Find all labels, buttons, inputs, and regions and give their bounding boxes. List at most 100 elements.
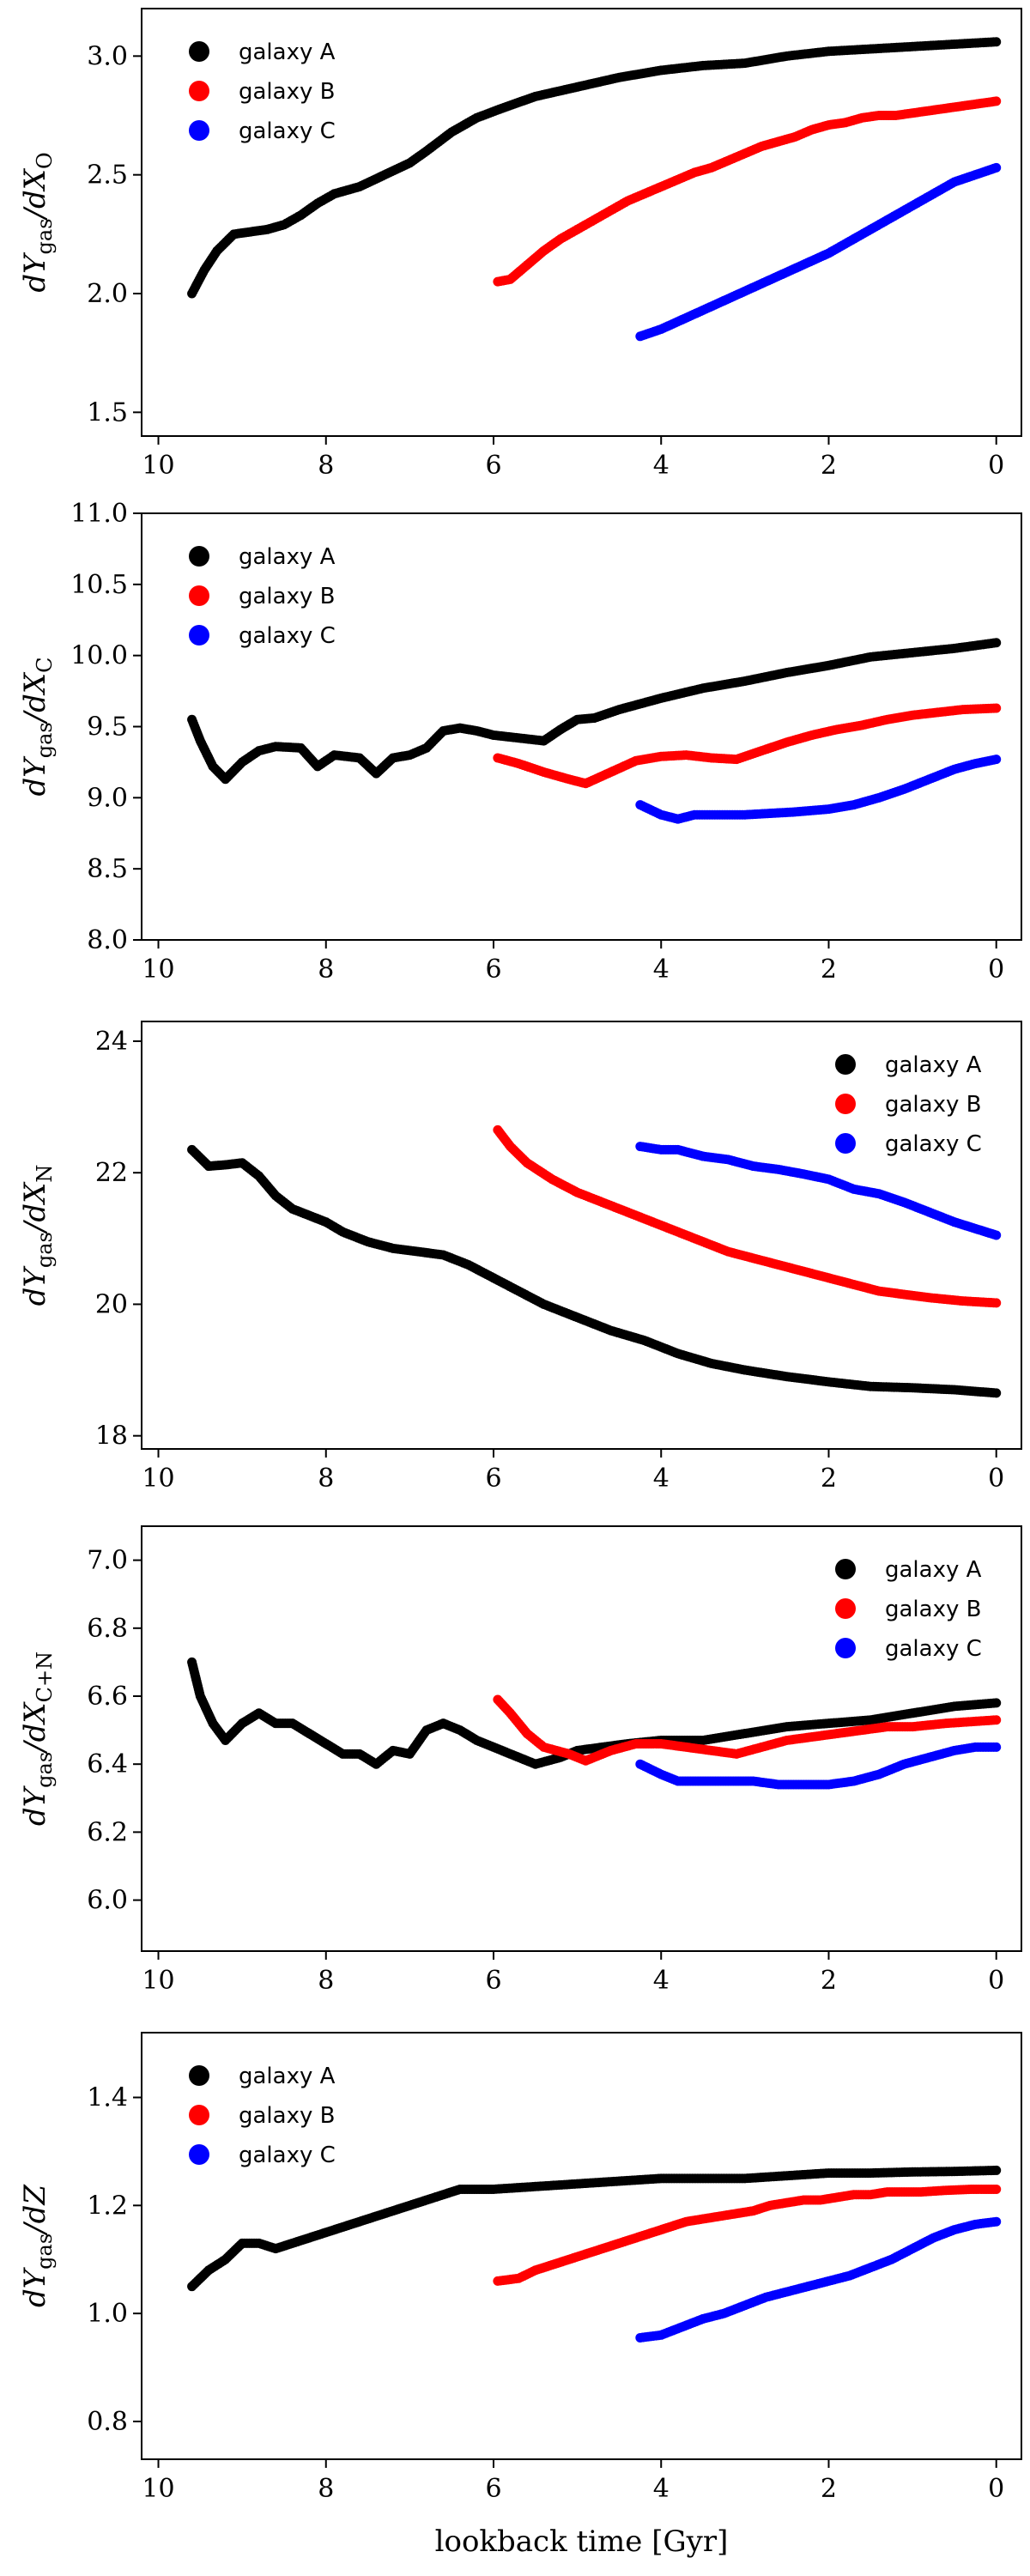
data-point [991, 162, 1002, 173]
y-tick-label: 6.0 [87, 1886, 128, 1916]
x-tick-label: 4 [653, 955, 670, 985]
y-tick-label: 9.0 [87, 783, 128, 813]
legend-label: galaxy C [885, 1131, 982, 1157]
x-tick-label: 0 [988, 1464, 1004, 1494]
legend-label: galaxy C [885, 1636, 982, 1662]
data-point [991, 1230, 1002, 1240]
y-axis-label: dYgas/dXO [18, 152, 57, 292]
legend-marker [189, 585, 209, 606]
series-galaxy-a [187, 638, 1002, 785]
y-axis-label: dYgas/dXC [18, 657, 57, 796]
data-point [991, 703, 1002, 713]
data-point [991, 2184, 1002, 2194]
legend-label: galaxy A [239, 39, 336, 65]
data-point [991, 1388, 1002, 1398]
y-tick-label: 1.5 [87, 397, 128, 427]
y-tick-label: 10.5 [70, 570, 128, 600]
y-tick-label: 2.0 [87, 279, 128, 309]
legend-marker [189, 625, 209, 646]
legend: galaxy A galaxy B galaxy C [189, 39, 336, 144]
series-galaxy-a [187, 2165, 1002, 2292]
y-tick-label: 10.0 [70, 641, 128, 671]
legend-label: galaxy A [239, 544, 336, 570]
series-galaxy-b [493, 703, 1002, 789]
legend-marker [835, 1638, 856, 1658]
y-tick-label: 18 [95, 1421, 128, 1452]
legend-marker [189, 2144, 209, 2165]
y-tick-label: 6.2 [87, 1817, 128, 1847]
y-tick-label: 1.0 [87, 2299, 128, 2329]
series-galaxy-c [635, 162, 1002, 342]
y-tick-label: 8.0 [87, 925, 128, 955]
legend-label: galaxy B [885, 1597, 981, 1622]
plot-frame [141, 512, 1022, 941]
legend-label: galaxy A [885, 1557, 982, 1583]
x-tick-label: 10 [142, 2474, 174, 2504]
series-galaxy-b [493, 1694, 1002, 1766]
y-axis-label: dYgas/dZ [18, 2184, 57, 2307]
series-galaxy-b [493, 1124, 1002, 1308]
x-tick-label: 8 [318, 1966, 334, 1996]
data-point [991, 1698, 1002, 1708]
y-axis-label: dYgas/dXN [18, 1165, 57, 1306]
legend: galaxy A galaxy B galaxy C [189, 544, 336, 649]
data-point [991, 2216, 1002, 2227]
x-tick-label: 4 [653, 2474, 670, 2504]
x-tick-label: 6 [485, 1464, 501, 1494]
data-point [991, 37, 1002, 47]
legend-marker [835, 1094, 856, 1114]
plot-frame [141, 1525, 1022, 1952]
series-galaxy-c [635, 1142, 1002, 1240]
data-point [991, 755, 1002, 765]
x-tick-label: 2 [821, 2474, 837, 2504]
legend-marker [835, 1598, 856, 1619]
y-tick-label: 3.0 [87, 41, 128, 71]
x-tick-label: 6 [485, 1966, 501, 1996]
x-tick-label: 2 [821, 955, 837, 985]
x-tick-label: 6 [485, 2474, 501, 2504]
data-point [991, 1298, 1002, 1308]
x-tick-label: 2 [821, 1464, 837, 1494]
y-tick-label: 20 [95, 1289, 128, 1319]
legend-marker [189, 546, 209, 567]
y-tick-label: 1.4 [87, 2082, 128, 2112]
x-tick-label: 10 [142, 955, 174, 985]
x-tick-label: 8 [318, 451, 334, 481]
x-tick-label: 0 [988, 955, 1004, 985]
data-point [991, 1742, 1002, 1752]
x-tick-label: 2 [821, 451, 837, 481]
y-tick-label: 7.0 [87, 1546, 128, 1576]
y-tick-label: 9.5 [87, 712, 128, 742]
data-point [991, 1715, 1002, 1725]
data-point [991, 96, 1002, 106]
x-tick-label: 4 [653, 1966, 670, 1996]
x-tick-label: 4 [653, 451, 670, 481]
x-tick-label: 0 [988, 2474, 1004, 2504]
legend-label: galaxy A [885, 1052, 982, 1078]
legend-marker [189, 2065, 209, 2086]
x-tick-label: 4 [653, 1464, 670, 1494]
legend-label: galaxy B [239, 584, 335, 609]
legend: galaxy A galaxy B galaxy C [835, 1557, 982, 1662]
x-tick-label: 8 [318, 2474, 334, 2504]
y-axis-label: dYgas/dXC+N [18, 1652, 57, 1826]
x-tick-label: 6 [485, 955, 501, 985]
y-tick-label: 6.8 [87, 1614, 128, 1644]
data-point [991, 638, 1002, 648]
y-tick-label: 6.4 [87, 1749, 128, 1779]
y-tick-label: 24 [95, 1027, 128, 1057]
plot-frame [141, 2032, 1022, 2460]
x-tick-label: 2 [821, 1966, 837, 1996]
legend-marker [189, 81, 209, 101]
legend-marker [835, 1133, 856, 1154]
x-axis-label: lookback time [Gyr] [435, 2524, 729, 2559]
legend-label: galaxy C [239, 118, 336, 144]
legend-marker [835, 1054, 856, 1075]
y-tick-label: 22 [95, 1158, 128, 1188]
legend-marker [189, 41, 209, 62]
y-tick-label: 8.5 [87, 854, 128, 884]
legend-marker [189, 120, 209, 141]
